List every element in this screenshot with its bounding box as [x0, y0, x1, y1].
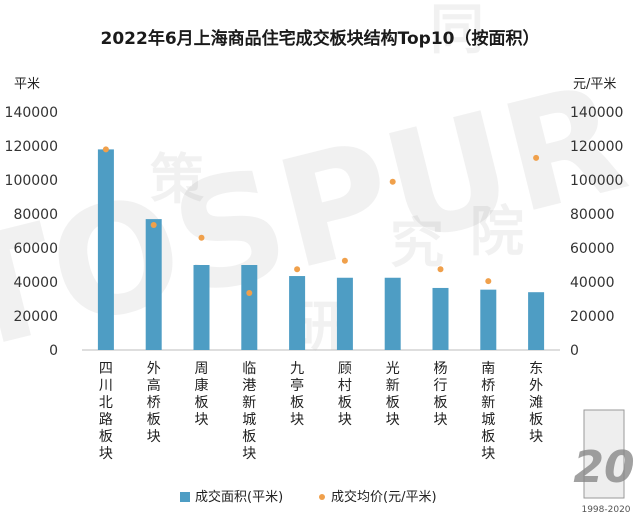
category-label-5: 九亭板块	[290, 361, 304, 428]
price-point-3	[198, 234, 205, 241]
watermark-char-4: 究	[390, 212, 444, 275]
left-tick-label: 100000	[5, 173, 58, 189]
category-label-9: 南桥新城板块	[481, 361, 495, 462]
watermark-char-2: 策	[150, 148, 204, 211]
category-label-8: 杨行板块	[434, 361, 448, 428]
badge-number: 20	[573, 442, 634, 493]
price-point-5	[294, 266, 301, 273]
bar-series	[97, 149, 545, 350]
category-label-1: 四川北路板块	[99, 361, 113, 462]
right-tick-label: 120000	[570, 139, 623, 155]
legend-label-area: 成交面积(平米)	[195, 489, 283, 505]
category-label-2: 外高桥板块	[147, 361, 161, 445]
legend-label-price: 成交均价(元/平米)	[331, 489, 437, 505]
legend-swatch-area	[180, 492, 190, 502]
price-point-1	[102, 146, 109, 153]
watermark-char-1: 同	[430, 0, 484, 61]
right-axis-ticks: 0 20000 40000 60000 80000 100000 120000 140000	[570, 105, 623, 359]
price-series	[102, 146, 540, 297]
category-label-7: 光新板块	[386, 361, 400, 428]
badge-years: 1998-2020	[581, 505, 630, 515]
bar-9	[480, 289, 497, 350]
bar-5	[289, 276, 306, 350]
right-tick-label: 140000	[570, 105, 623, 121]
bar-1	[97, 149, 114, 350]
watermark-char-5: 院	[470, 200, 524, 263]
price-point-7	[389, 178, 396, 185]
chart-title: 2022年6月上海商品住宅成交板块结构Top10（按面积）	[101, 28, 540, 49]
price-point-8	[437, 266, 444, 273]
bar-4	[241, 265, 258, 350]
right-tick-label: 40000	[570, 275, 615, 291]
left-tick-label: 0	[49, 343, 58, 359]
category-label-10: 东外滩板块	[529, 361, 543, 445]
bar-10	[528, 292, 545, 350]
left-tick-label: 140000	[5, 105, 58, 121]
left-tick-label: 60000	[13, 241, 58, 257]
left-tick-label: 80000	[13, 207, 58, 223]
right-tick-label: 80000	[570, 207, 615, 223]
badge-frame	[583, 409, 625, 499]
category-label-4: 临港新城板块	[242, 361, 256, 462]
bar-2	[145, 219, 162, 350]
bar-7	[384, 277, 401, 350]
right-tick-label: 100000	[570, 173, 623, 189]
right-axis-unit: 元/平米	[573, 77, 616, 92]
legend: 成交面积(平米) 成交均价(元/平米)	[180, 489, 437, 505]
price-point-4	[246, 290, 253, 297]
left-tick-label: 20000	[13, 309, 58, 325]
right-tick-label: 20000	[570, 309, 615, 325]
anniversary-badge: 20 1998-2020	[573, 409, 635, 515]
legend-swatch-price	[319, 494, 325, 500]
category-label-6: 顾村板块	[338, 361, 352, 428]
left-tick-label: 120000	[5, 139, 58, 155]
bar-3	[193, 265, 210, 350]
price-point-2	[150, 222, 157, 229]
category-label-3: 周康板块	[195, 361, 209, 428]
bar-6	[336, 277, 353, 350]
left-axis-ticks: 0 20000 40000 60000 80000 100000 120000 140000	[5, 105, 58, 359]
right-tick-label: 60000	[570, 241, 615, 257]
left-tick-label: 40000	[13, 275, 58, 291]
left-axis-unit: 平米	[14, 77, 40, 92]
right-tick-label: 0	[570, 343, 579, 359]
price-point-6	[341, 257, 348, 264]
price-point-9	[485, 278, 492, 285]
bar-8	[432, 287, 449, 350]
category-labels: 四川北路板块 外高桥板块 周康板块 临港新城板块 九亭板块 顾村板块 光新板块 杨行板块 南桥新…	[99, 361, 543, 462]
price-point-10	[533, 154, 540, 161]
